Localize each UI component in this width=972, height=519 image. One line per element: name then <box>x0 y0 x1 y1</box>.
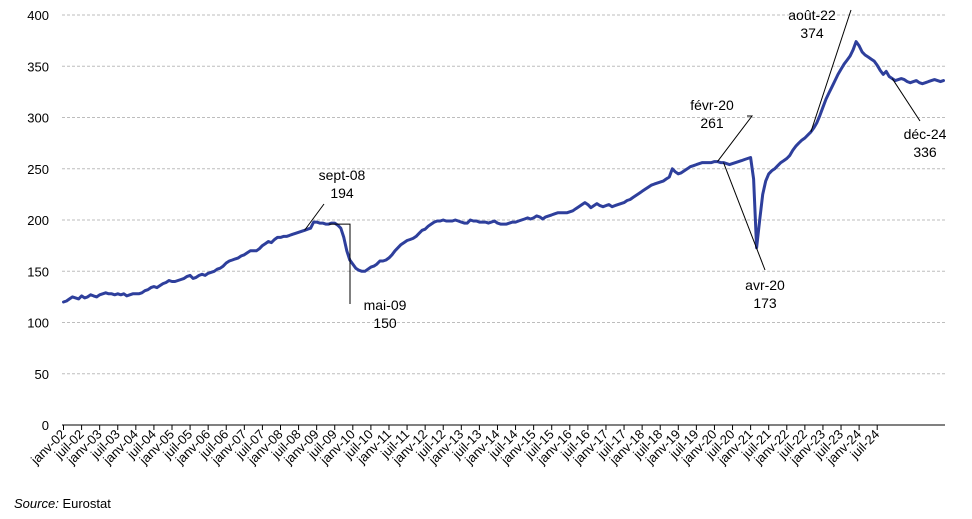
annotations: sept-08 194 mai-09 150 févr-20 261 avr-20 173 ao… <box>304 7 947 331</box>
annotation-date: déc-24 <box>904 126 947 142</box>
line-chart: 0 50 100 150 200 250 300 350 400 janv-02juil-02j… <box>27 7 947 468</box>
y-tick-label: 350 <box>27 59 49 74</box>
annotation-leader <box>810 9 852 133</box>
y-tick-label: 50 <box>35 367 49 382</box>
annotation-value: 261 <box>700 115 724 131</box>
annotation-date: sept-08 <box>319 167 366 183</box>
annotation-leader <box>891 78 921 122</box>
source-text: Eurostat <box>62 496 111 511</box>
annotation-leader <box>304 203 325 231</box>
annotation-date: août-22 <box>788 7 836 23</box>
annotation-date: mai-09 <box>364 297 407 313</box>
gridlines <box>62 14 945 375</box>
annotation-value: 173 <box>753 295 777 311</box>
series <box>62 40 945 304</box>
annotation-date: févr-20 <box>690 97 734 113</box>
y-tick-label: 100 <box>27 316 49 331</box>
annotation-leader <box>717 115 754 162</box>
series-line <box>62 40 945 304</box>
annotation-leader <box>723 162 766 271</box>
x-axis-ticks: janv-02juil-02janv-03juil-03janv-04juil-… <box>27 425 882 468</box>
source-label: Source: <box>14 496 59 511</box>
annotation-leader <box>328 223 351 304</box>
y-axis-ticks: 0 50 100 150 200 250 300 350 400 <box>27 8 49 433</box>
annotation-value: 150 <box>373 315 397 331</box>
annotation-value: 194 <box>330 185 354 201</box>
annotation-date: avr-20 <box>745 277 785 293</box>
y-tick-label: 400 <box>27 8 49 23</box>
y-tick-label: 150 <box>27 264 49 279</box>
y-tick-label: 300 <box>27 111 49 126</box>
y-tick-label: 250 <box>27 162 49 177</box>
annotation-value: 336 <box>913 144 937 160</box>
annotation-value: 374 <box>800 25 824 41</box>
source-note: Source: Eurostat <box>14 496 111 511</box>
y-tick-label: 0 <box>42 418 49 433</box>
y-tick-label: 200 <box>27 213 49 228</box>
